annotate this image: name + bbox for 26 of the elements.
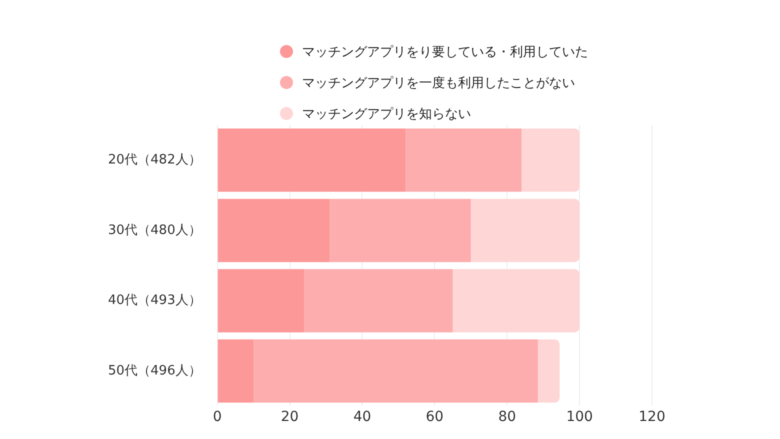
- x-tick-label: 120: [638, 409, 666, 426]
- bar: [218, 198, 330, 262]
- bar: [218, 128, 406, 192]
- legend-label: マッチングアプリを知らない: [302, 106, 471, 122]
- x-tick-label: 60: [426, 409, 444, 426]
- bar: [304, 269, 453, 332]
- y-tick-label: 50代（496人）: [108, 363, 202, 378]
- bar: [330, 198, 471, 262]
- legend-label: マッチングアプリを一度も利用したことがない: [302, 74, 575, 92]
- legend-label: マッチングアプリをり要している・利用していた: [302, 44, 588, 60]
- bar: [538, 339, 560, 403]
- y-tick-label: 40代（493人）: [108, 293, 202, 308]
- bar: [452, 269, 580, 332]
- x-tick-label: 20: [280, 409, 299, 426]
- x-tick-label: 100: [566, 409, 593, 426]
- y-tick-label: 20代（482人）: [108, 152, 202, 168]
- bar: [522, 128, 580, 192]
- x-tick-label: 80: [498, 409, 516, 426]
- x-tick-label: 40: [353, 409, 372, 426]
- bar: [406, 128, 522, 192]
- bar: [218, 269, 304, 332]
- x-tick-label: 0: [212, 409, 222, 426]
- bar: [470, 198, 580, 262]
- bar: [218, 339, 254, 403]
- bar: [254, 339, 538, 403]
- y-tick-label: 30代（480人）: [108, 222, 202, 238]
